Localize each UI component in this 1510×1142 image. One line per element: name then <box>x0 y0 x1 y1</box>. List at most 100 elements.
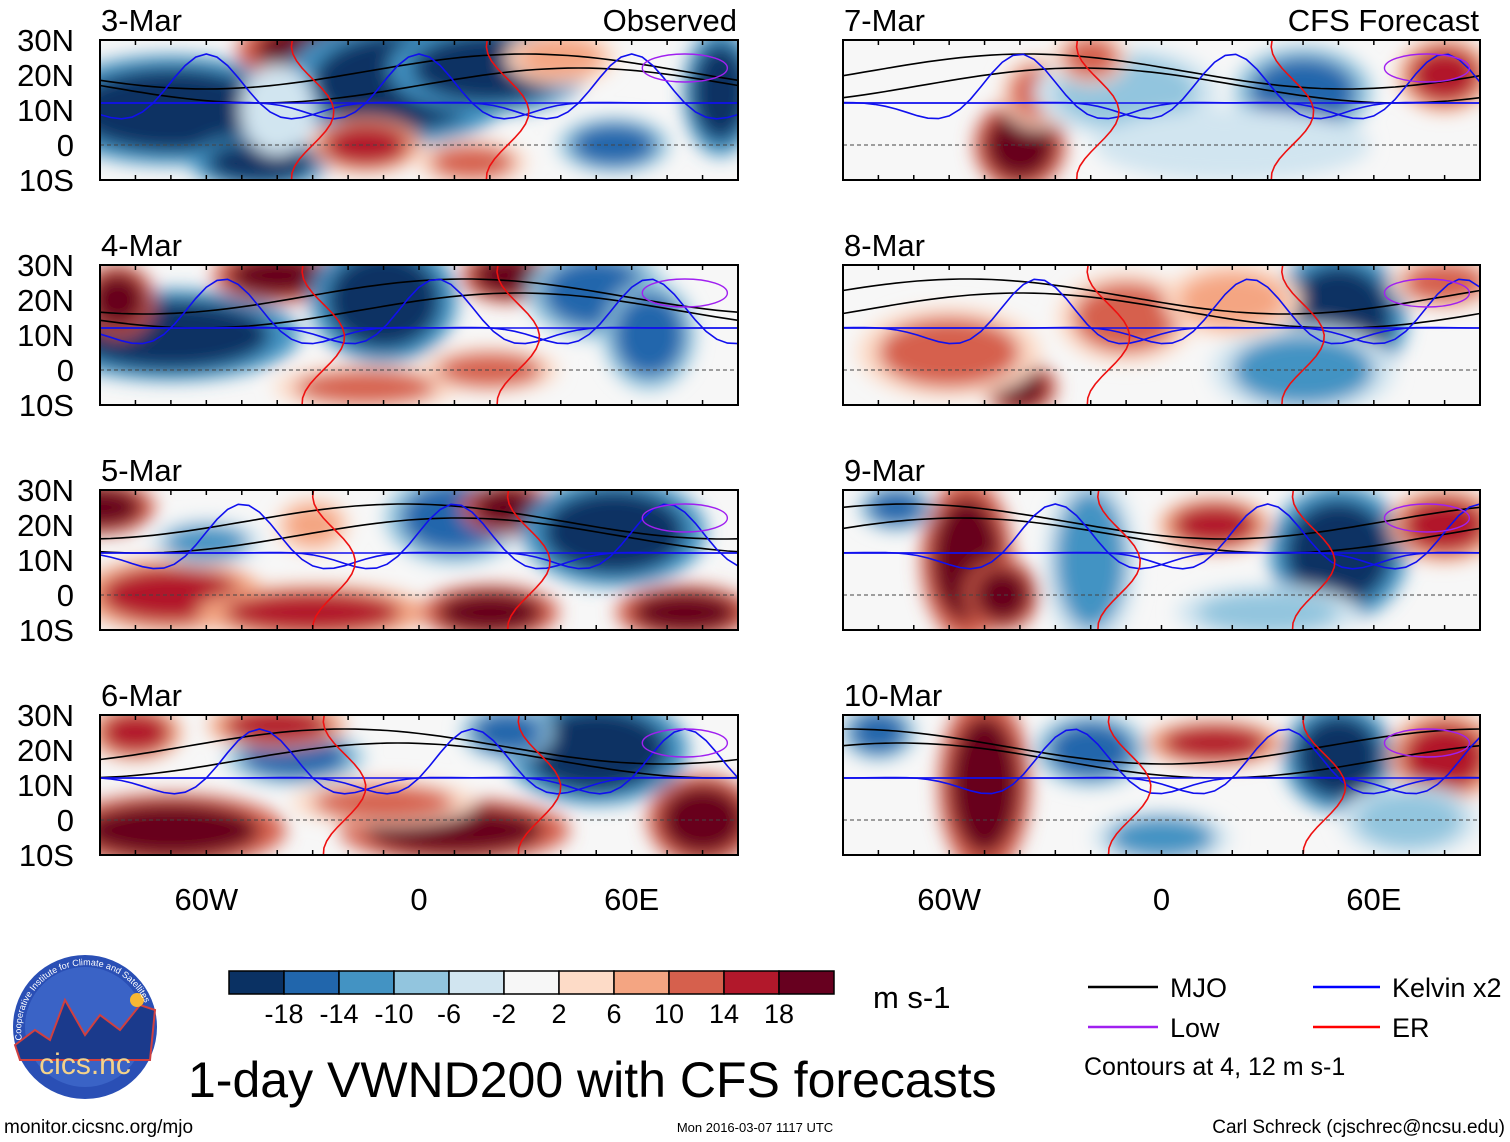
er-contour <box>290 40 335 180</box>
er-contour <box>1270 40 1315 180</box>
colorbar-swatch <box>613 970 670 995</box>
low-contour <box>641 53 729 83</box>
colorbar-label: -6 <box>437 999 461 1029</box>
low-contour <box>641 728 729 758</box>
map-panel-10-Mar: 10-Mar 60W 0 60E <box>842 678 1481 917</box>
colorbar-swatch <box>723 970 780 995</box>
lon-tick-label: 60W <box>174 882 238 917</box>
kelvin-contour <box>100 53 738 120</box>
colorbar-label: 18 <box>764 999 794 1029</box>
anomaly-core <box>163 525 249 560</box>
anomaly-core <box>1172 504 1258 546</box>
anomaly-core <box>1048 722 1134 778</box>
map-panel-9-Mar: 9-Mar <box>842 453 1481 631</box>
anomaly-core <box>660 785 738 855</box>
er-contour <box>1107 715 1152 855</box>
anomaly-core <box>613 293 685 377</box>
footer-author: Carl Schreck (cjschrec@ncsu.edu) <box>1212 1117 1505 1138</box>
anomaly-core <box>312 785 455 820</box>
anomaly-core <box>1073 282 1180 353</box>
colorbar-label: 14 <box>709 999 739 1029</box>
anomaly-core <box>543 490 685 574</box>
legend-label-mjo: MJO <box>1170 973 1227 1003</box>
lat-tick-label: 30N <box>17 23 74 58</box>
colorbar-swatch <box>228 970 285 995</box>
low-contour <box>641 278 729 308</box>
panel-date: 7-Mar <box>844 3 925 38</box>
lat-tick-label: 30N <box>17 698 74 733</box>
lat-tick-label: 10N <box>17 318 74 353</box>
colorbar-swatch <box>668 970 725 995</box>
anomaly-core <box>867 490 925 525</box>
mjo-contour <box>843 517 1480 554</box>
panel-date: 9-Mar <box>844 453 925 488</box>
contour-note: Contours at 4, 12 m s-1 <box>1084 1053 1345 1081</box>
mjo-contour <box>100 728 738 765</box>
main-title: 1-day VWND200 with CFS forecasts <box>188 1052 997 1108</box>
anomaly-core <box>949 715 1020 855</box>
lat-tick-label: 20N <box>17 733 74 768</box>
lat-tick-label: 20N <box>17 508 74 543</box>
kelvin-contour <box>843 53 1480 120</box>
colorbar-label: 2 <box>551 999 566 1029</box>
anomaly-core <box>1108 816 1215 855</box>
lat-tick-label: 20N <box>17 283 74 318</box>
mjo-contour <box>843 53 1480 90</box>
anomaly-core <box>429 145 515 180</box>
map-panel-8-Mar: 8-Mar <box>842 228 1481 406</box>
mjo-contour <box>843 503 1480 540</box>
er-contour <box>506 490 551 630</box>
er-contour <box>1302 715 1347 855</box>
mjo-contour <box>100 67 738 104</box>
anomaly-core <box>100 490 143 529</box>
lat-tick-label: 20N <box>17 58 74 93</box>
logo-text: cics.nc <box>39 1048 131 1081</box>
anomaly-core <box>1409 47 1480 103</box>
footer-timestamp: Mon 2016-03-07 1117 UTC <box>677 1120 833 1135</box>
panel-date: 4-Mar <box>101 228 182 263</box>
lat-tick-label: 10N <box>17 93 74 128</box>
er-contour <box>1291 490 1336 630</box>
low-contour <box>1383 728 1471 758</box>
kelvin-contour <box>843 728 1480 795</box>
low-contour <box>641 503 729 533</box>
panel-date: 8-Mar <box>844 228 925 263</box>
lat-tick-label: 10S <box>19 613 74 648</box>
legend: MJO Kelvin x2 Low ER Contours at 4, 12 m… <box>1084 973 1502 1081</box>
lon-tick-label: 60E <box>1346 882 1401 917</box>
lon-tick-label: 0 <box>410 882 427 917</box>
colorbar-label: 6 <box>606 999 621 1029</box>
map-panel-7-Mar: 7-Mar <box>842 3 1481 181</box>
panel-date: 6-Mar <box>101 678 182 713</box>
colorbar-label: -18 <box>264 999 303 1029</box>
kelvin-contour <box>843 278 1480 345</box>
lat-tick-label: 30N <box>17 248 74 283</box>
anomaly-core <box>1161 725 1268 761</box>
er-contour <box>322 715 367 855</box>
colorbar-label: -10 <box>374 999 413 1029</box>
kelvin-contour <box>843 736 1480 795</box>
anomaly-core <box>224 591 402 630</box>
anomaly-core <box>1126 117 1339 173</box>
anomaly-core <box>631 591 738 630</box>
mjo-contour <box>843 292 1480 329</box>
er-contour <box>1086 265 1131 405</box>
low-contour <box>1383 53 1471 83</box>
mjo-contour <box>843 728 1480 765</box>
anomaly-core <box>294 370 437 405</box>
lat-tick-label: 0 <box>57 128 74 163</box>
footer-url[interactable]: monitor.cicsnc.org/mjo <box>4 1117 193 1138</box>
colorbar-swatch <box>503 970 560 995</box>
panel-date: 5-Mar <box>101 453 182 488</box>
panel-date: 10-Mar <box>844 678 942 713</box>
mjo-contour <box>100 53 738 90</box>
colorbar: -18 -14 -10 -6 -2 2 6 10 14 18 <box>228 970 835 1029</box>
lat-tick-label: 30N <box>17 473 74 508</box>
anomaly-core <box>1295 715 1381 799</box>
lat-tick-label: 0 <box>57 353 74 388</box>
anomaly-core <box>436 591 544 630</box>
anomaly-core <box>1249 57 1357 128</box>
low-contour <box>1383 503 1471 533</box>
